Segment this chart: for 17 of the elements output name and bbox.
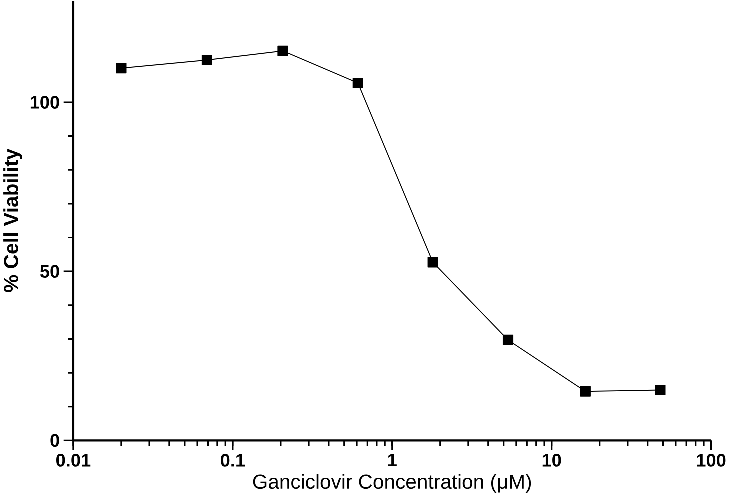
y-tick-label: 50 <box>40 265 60 278</box>
x-axis-title: Ganciclovir Concentration (μM) <box>253 474 532 494</box>
point <box>428 257 438 268</box>
point <box>580 386 591 398</box>
y-tick-label: 0 <box>50 434 60 448</box>
y-axis-title: % Cell Viability <box>4 149 22 292</box>
point <box>502 335 514 346</box>
x-tick-label: 10 <box>542 454 562 468</box>
point <box>655 385 666 396</box>
point <box>278 46 288 57</box>
x-tick-label: 100 <box>697 454 726 468</box>
point <box>352 78 364 89</box>
y-tick-label: 100 <box>30 96 60 110</box>
x-tick-label: 1 <box>388 454 397 467</box>
point <box>202 55 213 66</box>
x-tick-label: 0.1 <box>221 454 246 468</box>
x-tick-label: 0.01 <box>56 454 91 468</box>
